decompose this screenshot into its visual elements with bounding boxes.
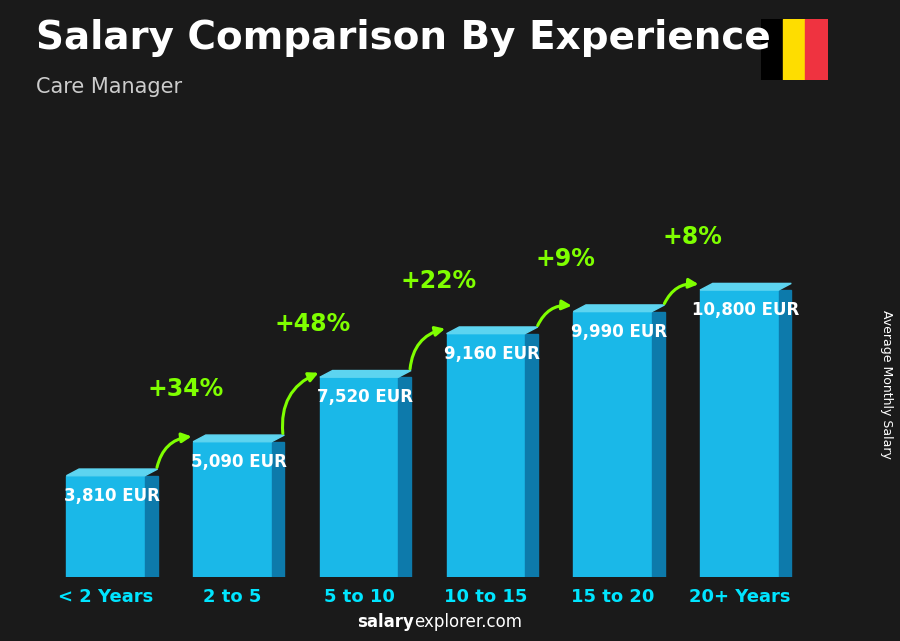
Text: 10,800 EUR: 10,800 EUR [692,301,799,319]
Polygon shape [67,469,158,476]
Bar [700,290,778,577]
Text: Salary Comparison By Experience: Salary Comparison By Experience [36,19,770,57]
Polygon shape [525,334,538,577]
Text: 9,160 EUR: 9,160 EUR [445,345,540,363]
Polygon shape [700,283,791,290]
Polygon shape [145,476,158,577]
Polygon shape [320,370,411,377]
Text: 3,810 EUR: 3,810 EUR [64,487,160,505]
Text: 9,990 EUR: 9,990 EUR [571,323,667,341]
Text: 7,520 EUR: 7,520 EUR [318,388,413,406]
Text: explorer.com: explorer.com [414,613,522,631]
Bar [67,476,145,577]
Bar [760,19,783,80]
Text: salary: salary [357,613,414,631]
Bar [446,334,525,577]
Polygon shape [652,312,664,577]
Polygon shape [399,377,411,577]
Polygon shape [573,305,664,312]
Text: 5,090 EUR: 5,090 EUR [191,453,287,471]
Text: +8%: +8% [662,225,723,249]
Bar [783,19,806,80]
Text: +34%: +34% [148,377,224,401]
Polygon shape [194,435,284,442]
Polygon shape [272,442,284,577]
Bar [573,312,652,577]
Polygon shape [446,327,538,334]
Bar [194,442,272,577]
Text: +48%: +48% [274,312,350,337]
Text: Average Monthly Salary: Average Monthly Salary [880,310,893,459]
Text: +9%: +9% [536,247,596,271]
Text: +22%: +22% [400,269,477,293]
Bar [320,377,399,577]
Text: Care Manager: Care Manager [36,77,182,97]
Bar [806,19,828,80]
Polygon shape [778,290,791,577]
